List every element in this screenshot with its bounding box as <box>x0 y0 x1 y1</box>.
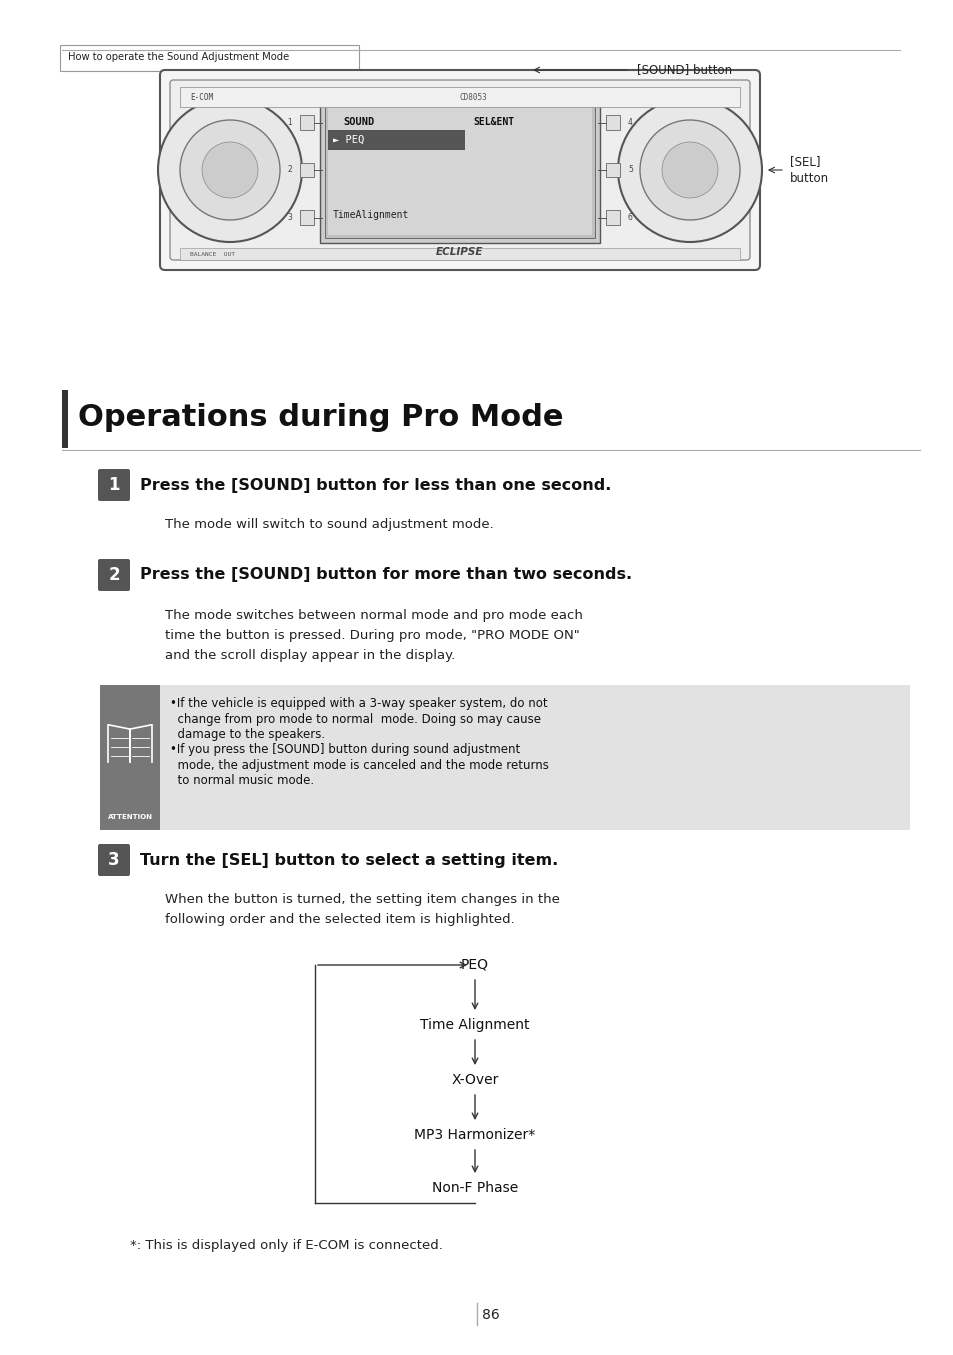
Text: The mode switches between normal mode and pro mode each: The mode switches between normal mode an… <box>165 608 582 622</box>
Bar <box>299 210 314 225</box>
Circle shape <box>618 98 761 243</box>
Circle shape <box>180 121 280 220</box>
Text: 5: 5 <box>627 165 632 175</box>
Text: change from pro mode to normal  mode. Doing so may cause: change from pro mode to normal mode. Doi… <box>170 713 540 725</box>
FancyBboxPatch shape <box>160 70 760 270</box>
Circle shape <box>661 142 718 198</box>
Text: X-Over: X-Over <box>451 1073 498 1087</box>
Text: How to operate the Sound Adjustment Mode: How to operate the Sound Adjustment Mode <box>68 51 289 62</box>
Bar <box>299 163 314 178</box>
FancyBboxPatch shape <box>98 844 130 875</box>
Bar <box>605 210 619 225</box>
Text: When the button is turned, the setting item changes in the: When the button is turned, the setting i… <box>165 893 559 906</box>
Text: •If you press the [SOUND] button during sound adjustment: •If you press the [SOUND] button during … <box>170 744 519 756</box>
Bar <box>605 163 619 178</box>
Text: •If the vehicle is equipped with a 3-way speaker system, do not: •If the vehicle is equipped with a 3-way… <box>170 696 547 710</box>
Text: Press the [SOUND] button for more than two seconds.: Press the [SOUND] button for more than t… <box>140 568 632 583</box>
Bar <box>180 248 740 260</box>
FancyBboxPatch shape <box>98 469 130 501</box>
Circle shape <box>202 142 257 198</box>
Text: 6: 6 <box>627 213 632 222</box>
Text: Turn the [SEL] button to select a setting item.: Turn the [SEL] button to select a settin… <box>140 852 558 867</box>
Text: TimeAlignment: TimeAlignment <box>333 210 409 220</box>
Text: PEQ: PEQ <box>460 958 489 972</box>
Text: Operations during Pro Mode: Operations during Pro Mode <box>78 404 563 432</box>
Text: SEL&ENT: SEL&ENT <box>473 117 514 127</box>
Circle shape <box>158 98 302 243</box>
Text: BALANCE  OUT: BALANCE OUT <box>190 252 234 256</box>
Text: 3: 3 <box>287 213 292 222</box>
Text: [SEL]
button: [SEL] button <box>789 156 828 184</box>
Bar <box>328 130 465 150</box>
Text: to normal music mode.: to normal music mode. <box>170 775 314 787</box>
Text: Non-F Phase: Non-F Phase <box>432 1182 517 1195</box>
Text: 1: 1 <box>287 118 292 127</box>
Text: time the button is pressed. During pro mode, "PRO MODE ON": time the button is pressed. During pro m… <box>165 629 579 641</box>
Text: 2: 2 <box>108 566 120 584</box>
Bar <box>100 686 160 831</box>
Text: mode, the adjustment mode is canceled and the mode returns: mode, the adjustment mode is canceled an… <box>170 759 548 772</box>
Bar <box>299 115 314 130</box>
Bar <box>160 686 909 831</box>
Text: SOUND: SOUND <box>343 117 374 127</box>
Text: ► PEQ: ► PEQ <box>333 136 364 145</box>
FancyBboxPatch shape <box>98 560 130 591</box>
Bar <box>325 102 595 238</box>
Text: MP3 Harmonizer*: MP3 Harmonizer* <box>414 1127 535 1142</box>
Bar <box>328 104 592 234</box>
Text: 4: 4 <box>627 118 632 127</box>
Text: [SOUND] button: [SOUND] button <box>637 64 732 76</box>
Text: The mode will switch to sound adjustment mode.: The mode will switch to sound adjustment… <box>165 519 494 531</box>
Text: *: This is displayed only if E-COM is connected.: *: This is displayed only if E-COM is co… <box>130 1238 442 1252</box>
Text: 1: 1 <box>108 476 120 495</box>
FancyBboxPatch shape <box>170 80 749 260</box>
Text: ECLIPSE: ECLIPSE <box>436 247 483 257</box>
Circle shape <box>639 121 740 220</box>
Text: CD8053: CD8053 <box>459 92 487 102</box>
Text: 3: 3 <box>108 851 120 869</box>
Text: following order and the selected item is highlighted.: following order and the selected item is… <box>165 913 515 927</box>
Text: 2: 2 <box>287 165 292 175</box>
Text: ATTENTION: ATTENTION <box>108 814 152 820</box>
Text: damage to the speakers.: damage to the speakers. <box>170 728 325 741</box>
Text: Time Alignment: Time Alignment <box>420 1018 529 1033</box>
Bar <box>319 98 599 243</box>
Bar <box>62 390 68 449</box>
Bar <box>605 115 619 130</box>
Text: 86: 86 <box>481 1308 499 1322</box>
Text: E-COM: E-COM <box>190 92 213 102</box>
FancyBboxPatch shape <box>60 45 358 70</box>
Text: Press the [SOUND] button for less than one second.: Press the [SOUND] button for less than o… <box>140 477 611 492</box>
Text: and the scroll display appear in the display.: and the scroll display appear in the dis… <box>165 649 455 661</box>
Bar <box>180 87 740 107</box>
